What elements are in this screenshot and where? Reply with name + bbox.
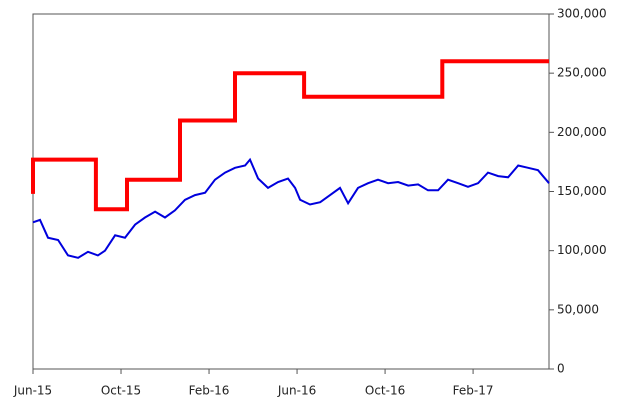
- plot-frame: [32, 13, 550, 370]
- x-tick-label: Feb-16: [189, 384, 230, 398]
- y-tick-label: 250,000: [557, 66, 607, 80]
- y-tick-label: 200,000: [557, 125, 607, 139]
- y-tick-label: 0: [557, 362, 565, 376]
- y-tick-label: 100,000: [557, 243, 607, 257]
- series-line: [31, 59, 549, 212]
- y-tick-label: 150,000: [557, 184, 607, 198]
- x-tick-label: Oct-16: [365, 384, 405, 398]
- x-tick-label: Jun-16: [277, 384, 316, 398]
- x-tick-label: Feb-17: [453, 384, 494, 398]
- series-line: [32, 157, 550, 259]
- x-tick-label: Oct-15: [101, 384, 141, 398]
- y-tick-label: 300,000: [557, 7, 607, 21]
- x-tick-label: Jun-15: [13, 384, 52, 398]
- y-tick-label: 50,000: [557, 302, 599, 316]
